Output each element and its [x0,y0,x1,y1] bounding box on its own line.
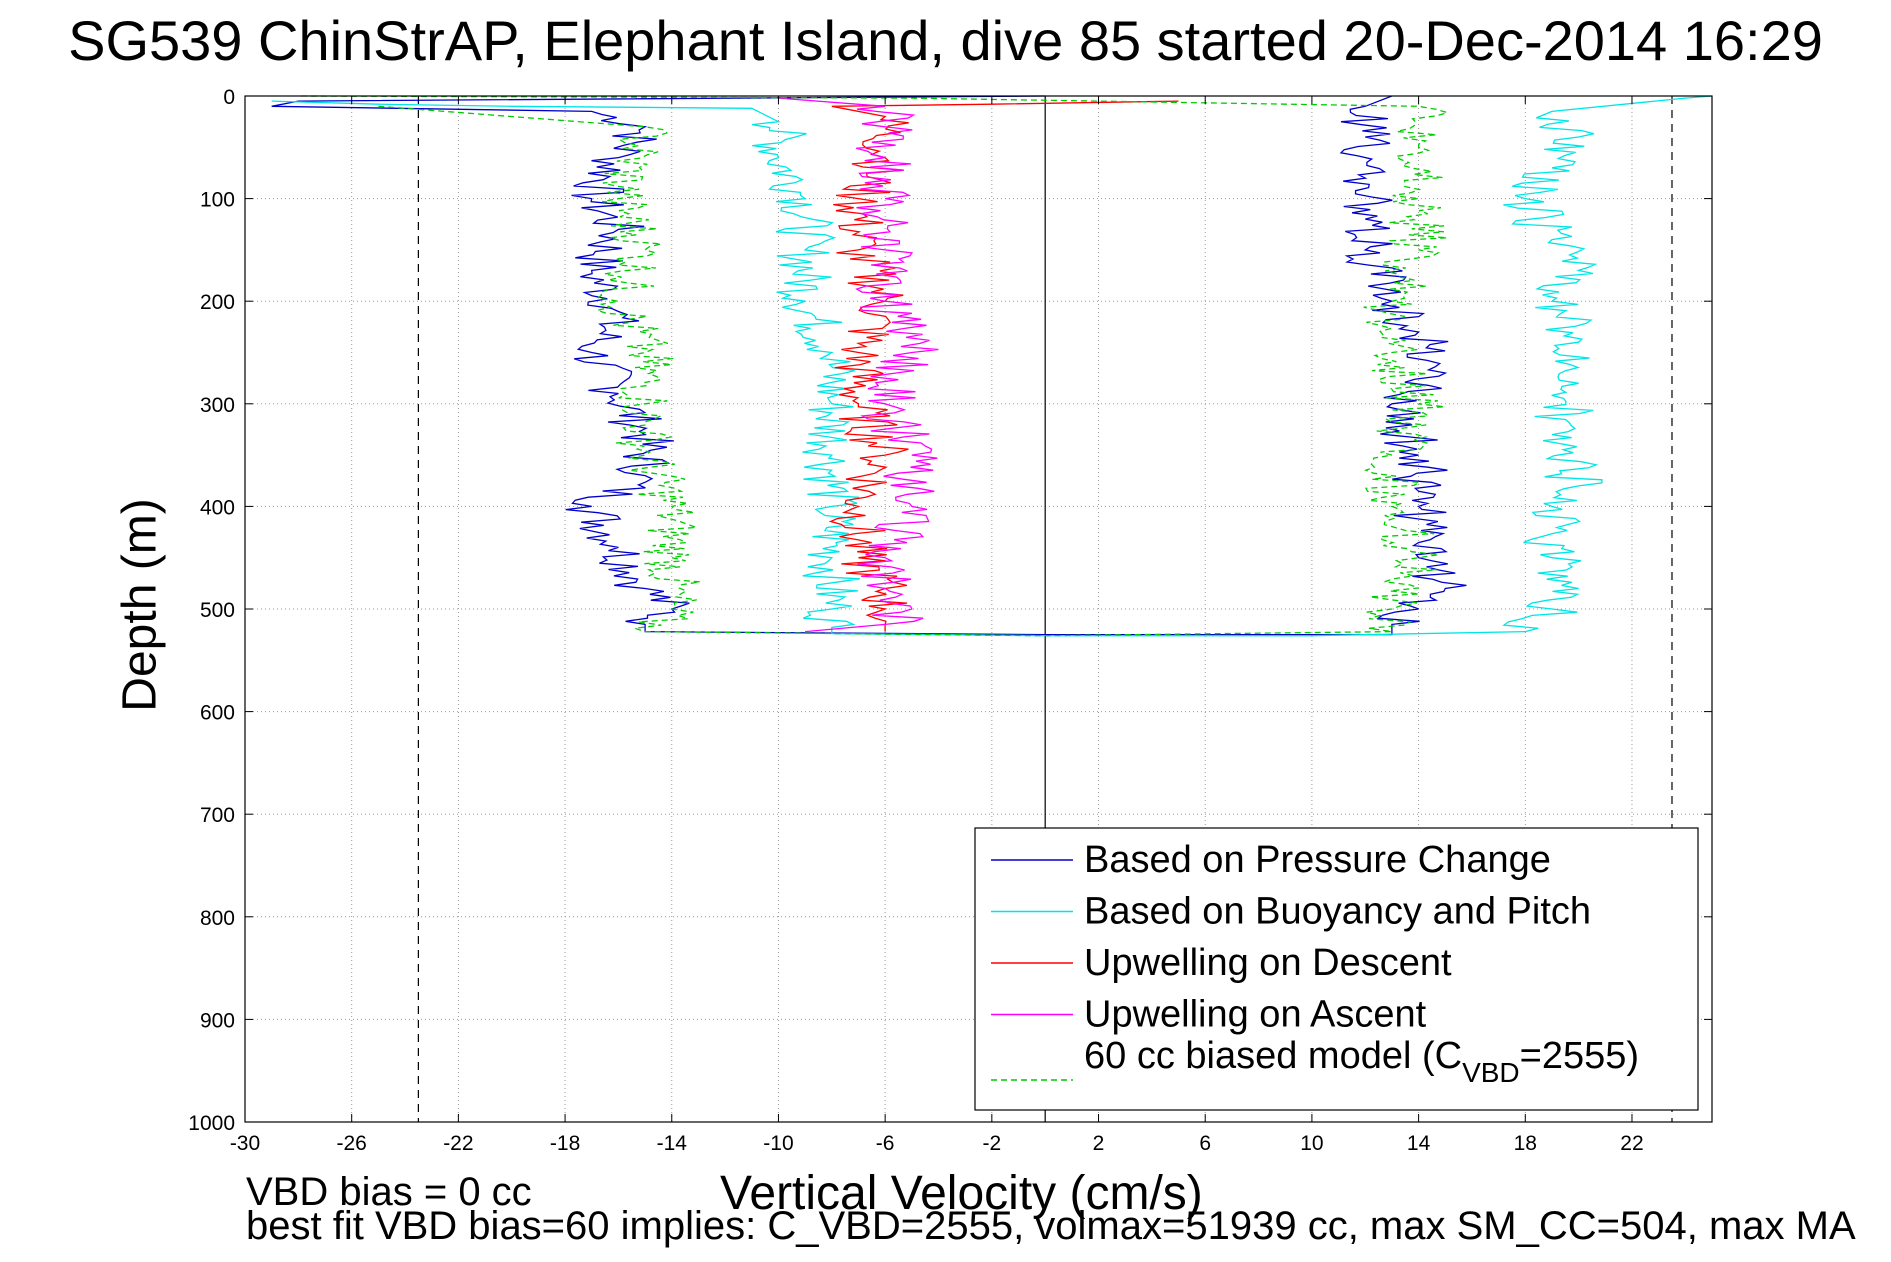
y-tick-label: 500 [200,599,235,622]
x-tick-label: -14 [657,1132,688,1155]
legend-label: Based on Pressure Change [1084,839,1551,881]
y-tick-label: 900 [200,1009,235,1032]
legend-box [974,827,1699,1111]
chart-title: SG539 ChinStrAP, Elephant Island, dive 8… [68,9,1823,72]
x-tick-label: -22 [443,1132,473,1155]
series-line-5 [298,95,1450,637]
y-tick-label: 0 [223,86,235,109]
series-line-1 [271,95,1467,636]
x-tick-label: 2 [1093,1132,1105,1155]
legend-label: Upwelling on Descent [1084,942,1452,984]
x-axis-label: Vertical Velocity (cm/s) [720,1167,1203,1220]
x-tick-label: -6 [876,1132,895,1155]
best-fit-note: best fit VBD bias=60 implies: C_VBD=2555… [246,1204,1856,1248]
x-tick-label: -10 [763,1132,793,1155]
vbd-bias-note: VBD bias = 0 cc [246,1170,532,1214]
y-tick-label: 1000 [188,1112,235,1135]
series-line-4 [778,97,939,633]
y-tick-label: 600 [200,702,235,725]
x-tick-label: -18 [550,1132,580,1155]
x-tick-label: -26 [337,1132,367,1155]
x-tick-label: 14 [1407,1132,1431,1155]
y-tick-label: 400 [200,496,235,519]
x-tick-label: 10 [1300,1132,1323,1155]
x-tick-label: -2 [982,1132,1001,1155]
x-tick-label: 18 [1514,1132,1537,1155]
y-tick-label: 800 [200,907,235,930]
y-tick-label: 200 [200,291,235,314]
x-tick-label: -30 [230,1132,260,1155]
x-tick-label: 22 [1620,1132,1643,1155]
legend-label: Upwelling on Ascent [1084,994,1427,1036]
x-tick-label: 6 [1199,1132,1211,1155]
y-tick-label: 100 [200,189,235,212]
y-tick-label: 300 [200,394,235,417]
legend-label: Based on Buoyancy and Pitch [1084,891,1591,933]
y-tick-label: 700 [200,804,235,827]
y-axis-label: Depth (m) [113,498,167,712]
series-line-3 [828,100,1179,632]
